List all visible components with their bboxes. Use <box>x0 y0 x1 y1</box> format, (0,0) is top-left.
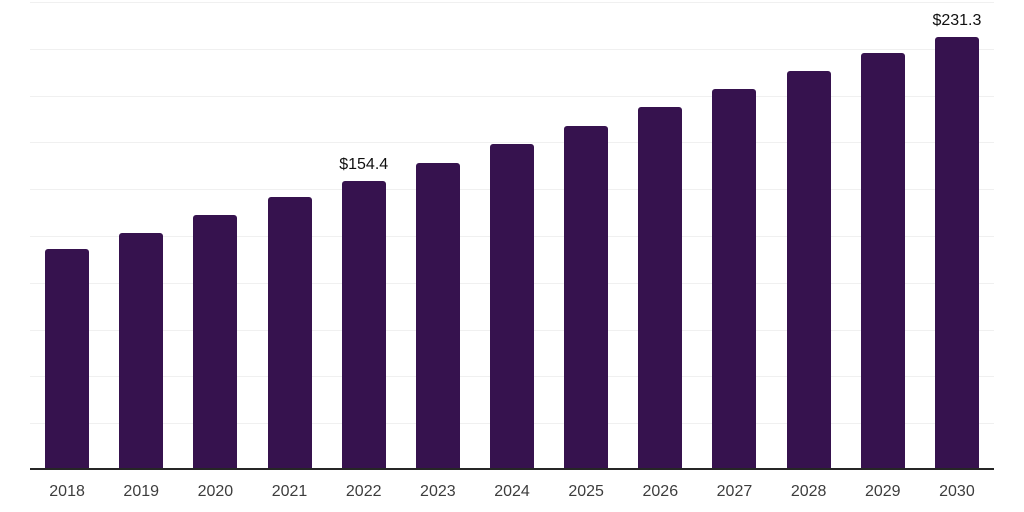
x-tick-label-2018: 2018 <box>49 483 85 500</box>
x-tick-label-2019: 2019 <box>123 483 160 500</box>
x-tick-label-2030: 2030 <box>939 483 975 500</box>
x-axis-labels: 2018 2019 2020 2021 2022 2023 2024 2025 2026 2027… <box>30 483 994 505</box>
bar-2030 <box>934 37 979 470</box>
plot-area: $154.4 $231.3 <box>30 0 994 470</box>
gridline-250 <box>30 2 994 3</box>
x-tick-label-2029: 2029 <box>864 483 901 500</box>
bar-2022 <box>341 180 386 470</box>
bar-2025 <box>564 125 609 470</box>
gridline-225 <box>30 48 994 50</box>
bar-2028 <box>786 70 831 470</box>
bar-2020 <box>193 215 238 470</box>
x-tick-label-2021: 2021 <box>271 483 308 500</box>
bar-2018 <box>45 249 90 470</box>
x-tick-label-2020: 2020 <box>197 483 234 500</box>
bar-2029 <box>860 52 905 470</box>
x-tick-label-2026: 2026 <box>642 483 679 500</box>
gridline-175 <box>30 142 994 144</box>
x-tick-label-2027: 2027 <box>716 483 753 500</box>
gridline-200 <box>30 95 994 97</box>
x-axis-line <box>30 468 994 470</box>
x-tick-label-2025: 2025 <box>568 483 604 500</box>
x-tick-label-2028: 2028 <box>790 483 827 500</box>
x-tick-label-2024: 2024 <box>494 483 530 500</box>
bar-2024 <box>490 144 534 470</box>
bar-2026 <box>638 107 683 470</box>
x-tick-label-2023: 2023 <box>420 483 456 500</box>
value-label-2030: $231.3 <box>932 12 982 30</box>
bar-2023 <box>415 162 460 470</box>
bar-2019 <box>119 232 164 470</box>
value-label-2022: $154.4 <box>339 155 389 173</box>
bar-2027 <box>712 89 757 470</box>
bar-2021 <box>267 197 312 470</box>
x-tick-label-2022: 2022 <box>345 483 382 500</box>
